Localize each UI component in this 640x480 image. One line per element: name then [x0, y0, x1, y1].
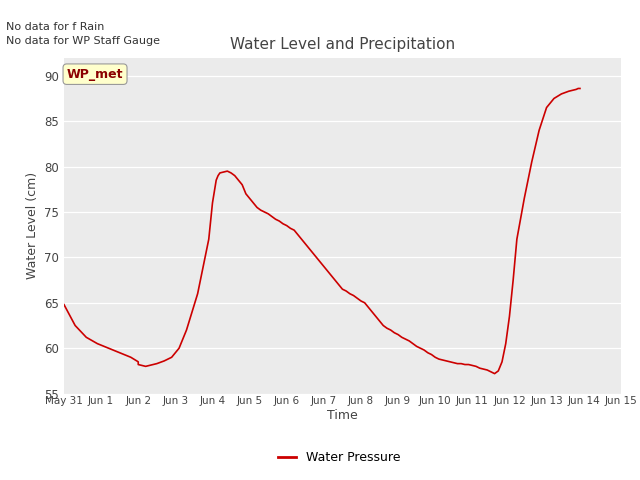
Legend: Water Pressure: Water Pressure — [273, 446, 406, 469]
Text: No data for WP Staff Gauge: No data for WP Staff Gauge — [6, 36, 161, 46]
Title: Water Level and Precipitation: Water Level and Precipitation — [230, 37, 455, 52]
Text: WP_met: WP_met — [67, 68, 124, 81]
Text: No data for f Rain: No data for f Rain — [6, 22, 105, 32]
Y-axis label: Water Level (cm): Water Level (cm) — [26, 172, 38, 279]
X-axis label: Time: Time — [327, 409, 358, 422]
